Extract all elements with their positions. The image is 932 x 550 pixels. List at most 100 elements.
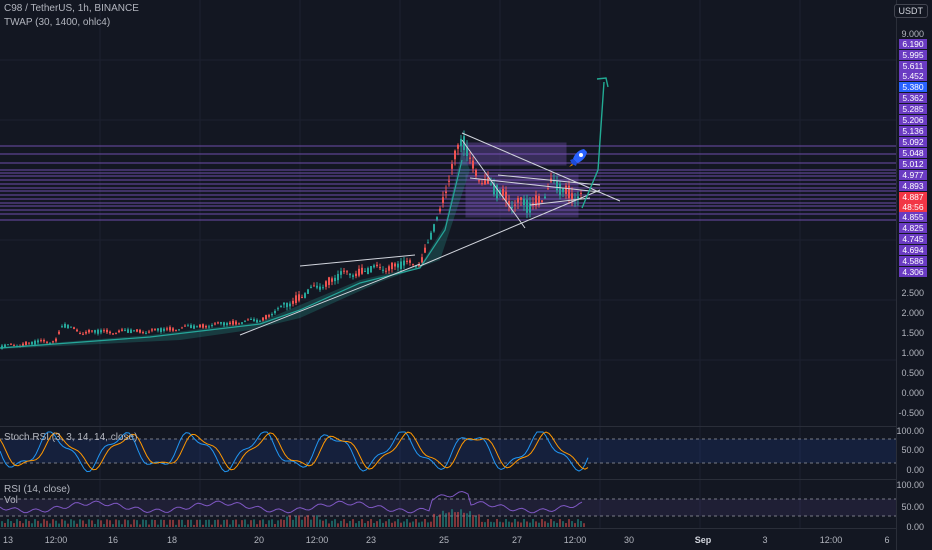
- candle-body: [430, 232, 432, 240]
- symbol-legend[interactable]: C98 / TetherUS, 1h, BINANCE: [4, 3, 139, 14]
- candle-body: [265, 315, 267, 319]
- volume-bar: [34, 519, 36, 527]
- candle-body: [436, 217, 438, 220]
- twap-legend[interactable]: TWAP (30, 1400, ohlc4): [4, 17, 111, 28]
- candle-body: [106, 329, 108, 333]
- candle-body: [268, 315, 270, 317]
- candle-body: [49, 342, 51, 344]
- candle-body: [334, 277, 336, 282]
- volume-bar: [43, 519, 45, 527]
- candle-body: [277, 308, 279, 310]
- candle-body: [28, 342, 30, 344]
- volume-bar: [202, 524, 204, 527]
- volume-bar: [58, 523, 60, 527]
- candle-body: [58, 331, 60, 334]
- time-axis-label: 20: [253, 535, 265, 545]
- volume-bar: [355, 523, 357, 527]
- candle-body: [97, 329, 99, 334]
- volume-bar: [37, 520, 39, 527]
- volume-bar: [493, 522, 495, 527]
- volume-bar: [310, 519, 312, 527]
- volume-bar: [229, 524, 231, 527]
- price-tick-label: -0.500: [898, 408, 924, 418]
- rocket-icon: [569, 149, 587, 167]
- candle-body: [454, 150, 456, 160]
- volume-bar: [568, 519, 570, 527]
- volume-bar: [532, 519, 534, 527]
- candle-body: [1, 345, 3, 349]
- candle-body: [376, 264, 378, 267]
- volume-bar: [13, 523, 15, 527]
- candle-body: [433, 224, 435, 232]
- candle-body: [490, 183, 492, 185]
- trendline: [299, 254, 416, 267]
- time-axis-label: 23: [365, 535, 377, 545]
- price-tick-label: 2.000: [901, 308, 924, 318]
- volume-bar: [157, 524, 159, 527]
- volume-bar: [55, 520, 57, 527]
- candle-body: [196, 326, 198, 328]
- candle-body: [331, 278, 333, 282]
- volume-bar: [160, 519, 162, 527]
- candle-body: [79, 333, 81, 335]
- candle-body: [205, 325, 207, 328]
- volume-bar: [544, 521, 546, 527]
- candle-body: [94, 330, 96, 333]
- volume-bar: [163, 519, 165, 527]
- volume-bar: [316, 515, 318, 527]
- candle-body: [256, 319, 258, 323]
- volume-bar: [280, 519, 282, 527]
- volume-bar: [85, 523, 87, 527]
- candle-body: [370, 266, 372, 273]
- target-arrow-line: [581, 81, 605, 209]
- stoch-rsi-legend[interactable]: Stoch RSI (3, 3, 14, 14, close): [4, 432, 138, 443]
- candle-body: [22, 343, 24, 347]
- stoch-d-line: [0, 431, 589, 471]
- candle-body: [244, 320, 246, 322]
- candle-body: [82, 333, 84, 335]
- candle-body: [544, 196, 546, 199]
- candle-body: [139, 329, 141, 333]
- volume-bar: [400, 522, 402, 527]
- volume-bar: [325, 519, 327, 527]
- candle-body: [259, 320, 261, 322]
- volume-bar: [481, 521, 483, 527]
- volume-bar: [151, 519, 153, 527]
- volume-bar: [241, 520, 243, 527]
- volume-bar: [106, 519, 108, 527]
- volume-bar: [289, 515, 291, 527]
- candle-body: [238, 323, 240, 325]
- candle-body: [280, 306, 282, 308]
- volume-bar: [367, 521, 369, 527]
- volume-bar: [574, 523, 576, 527]
- candle-body: [7, 344, 9, 346]
- volume-bar: [247, 524, 249, 527]
- candle-body: [214, 323, 216, 325]
- candle-body: [520, 197, 522, 200]
- volume-bar: [472, 515, 474, 527]
- price-level-label: 5.995: [899, 50, 927, 60]
- vol-legend[interactable]: Vol: [4, 495, 18, 506]
- volume-bar: [505, 519, 507, 527]
- candle-body: [355, 273, 357, 277]
- rsi-legend[interactable]: RSI (14, close): [4, 484, 71, 495]
- price-level-label: 4.745: [899, 234, 927, 244]
- candle-body: [403, 260, 405, 266]
- candle-body: [157, 328, 159, 331]
- price-level-label: 48:56: [899, 202, 927, 212]
- candle-body: [193, 325, 195, 329]
- trendline: [529, 197, 591, 206]
- candle-body: [118, 330, 120, 333]
- currency-badge[interactable]: USDT: [893, 4, 928, 18]
- candle-body: [541, 200, 543, 203]
- candle-body: [391, 262, 393, 270]
- volume-bar: [319, 519, 321, 527]
- candle-body: [10, 343, 12, 345]
- candle-body: [163, 328, 165, 331]
- candle-body: [124, 329, 126, 331]
- volume-bar: [529, 522, 531, 527]
- chart-canvas[interactable]: [0, 0, 896, 550]
- candle-body: [271, 314, 273, 316]
- candle-body: [232, 320, 234, 325]
